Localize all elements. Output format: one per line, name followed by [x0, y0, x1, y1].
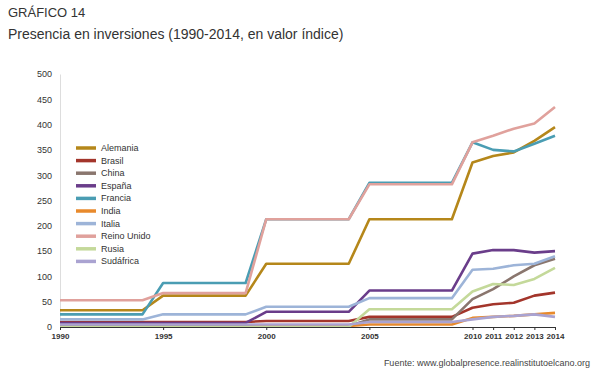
- x-tick: 2010: [464, 327, 482, 341]
- y-tick-label: 350: [37, 145, 52, 155]
- y-tick: 100: [37, 272, 60, 282]
- y-tick-label: 200: [37, 221, 52, 231]
- legend-swatch: [76, 197, 96, 201]
- legend-label: India: [101, 206, 121, 216]
- x-tick: 1990: [52, 327, 70, 341]
- legend-swatch: [76, 171, 96, 175]
- series-line: [60, 314, 555, 324]
- series-line: [60, 250, 555, 323]
- x-tick-label: 2010: [464, 332, 482, 341]
- legend-swatch: [76, 234, 96, 238]
- x-tick-label: 2014: [547, 332, 565, 341]
- x-tick-label: 1995: [155, 332, 173, 341]
- legend-swatch: [76, 159, 96, 163]
- y-tick: 500: [37, 69, 60, 79]
- lines: [60, 107, 555, 327]
- x-tick-mark: [493, 327, 494, 330]
- legend-label: Sudáfrica: [101, 256, 139, 266]
- x-tick: 2014: [547, 327, 565, 341]
- legend-item: Reino Unido: [76, 231, 151, 241]
- y-tick-label: 450: [37, 95, 52, 105]
- legend-swatch: [76, 222, 96, 226]
- legend-item: India: [76, 206, 121, 216]
- legend-item: Brasil: [76, 156, 124, 166]
- y-tick-label: 500: [37, 69, 52, 79]
- series-line: [60, 107, 555, 300]
- chart: GRÁFICO 14 Presencia en inversiones (1990…: [0, 0, 596, 374]
- y-tick-label: 50: [42, 297, 52, 307]
- series-line: [60, 268, 555, 327]
- legend-item: España: [76, 181, 132, 191]
- x-axis: 1990 1995 2000 2005 20102011201220132014: [52, 327, 565, 341]
- y-tick: 250: [37, 196, 60, 206]
- y-tick-label: 250: [37, 196, 52, 206]
- x-tick-mark: [473, 327, 474, 330]
- legend-swatch: [76, 260, 96, 264]
- legend: Alemania Brasil China España Francia India Ita…: [76, 143, 151, 266]
- legend-label: Reino Unido: [101, 231, 151, 241]
- y-tick: 350: [37, 145, 60, 155]
- legend-swatch: [76, 146, 96, 150]
- y-tick-label: 100: [37, 272, 52, 282]
- x-tick: 2011: [485, 327, 503, 341]
- y-axis: 050100150200250300350400450500: [37, 69, 61, 332]
- x-tick-mark: [60, 327, 61, 330]
- y-tick: 50: [42, 297, 60, 307]
- legend-label: España: [101, 181, 132, 191]
- y-tick: 300: [37, 171, 60, 181]
- y-tick: 450: [37, 95, 60, 105]
- legend-item: Italia: [76, 219, 120, 229]
- x-tick: 1995: [155, 327, 173, 341]
- legend-label: Brasil: [101, 156, 124, 166]
- y-tick: 200: [37, 221, 60, 231]
- x-tick-mark: [514, 327, 515, 330]
- legend-swatch: [76, 209, 96, 213]
- legend-item: Francia: [76, 193, 131, 203]
- x-tick: 2013: [526, 327, 544, 341]
- x-tick-mark: [555, 327, 556, 330]
- subtitle: Presencia en inversiones (1990-2014, en …: [8, 26, 343, 42]
- x-tick-mark: [163, 327, 164, 330]
- y-tick-label: 150: [37, 246, 52, 256]
- y-axis-line: [60, 75, 61, 328]
- y-tick: 150: [37, 246, 60, 256]
- x-tick-label: 2011: [485, 332, 503, 341]
- legend-label: Rusia: [101, 244, 124, 254]
- x-tick: 2000: [258, 327, 276, 341]
- legend-item: Sudáfrica: [76, 256, 139, 266]
- legend-label: Alemania: [101, 143, 139, 153]
- plot: 0501001502002503003504004505001990199520…: [37, 69, 565, 340]
- x-tick: 2012: [505, 327, 523, 341]
- x-tick-mark: [369, 327, 370, 330]
- legend-item: Alemania: [76, 143, 139, 153]
- x-tick-mark: [534, 327, 535, 330]
- legend-label: Francia: [101, 193, 131, 203]
- x-tick-label: 2012: [505, 332, 523, 341]
- x-tick-label: 2000: [258, 332, 276, 341]
- y-tick-label: 400: [37, 120, 52, 130]
- title: GRÁFICO 14: [8, 5, 85, 20]
- legend-swatch: [76, 184, 96, 188]
- x-axis-line: [61, 327, 556, 328]
- legend-label: Italia: [101, 219, 120, 229]
- x-tick: 2005: [361, 327, 379, 341]
- legend-label: China: [101, 168, 125, 178]
- x-tick-label: 1990: [52, 332, 70, 341]
- legend-swatch: [76, 247, 96, 251]
- x-tick-label: 2005: [361, 332, 379, 341]
- x-tick-label: 2013: [526, 332, 544, 341]
- y-tick: 400: [37, 120, 60, 130]
- x-tick-mark: [266, 327, 267, 330]
- legend-item: Rusia: [76, 244, 124, 254]
- y-tick-label: 300: [37, 171, 52, 181]
- legend-item: China: [76, 168, 125, 178]
- source: Fuente: www.globalpresence.realinstituto…: [384, 358, 590, 368]
